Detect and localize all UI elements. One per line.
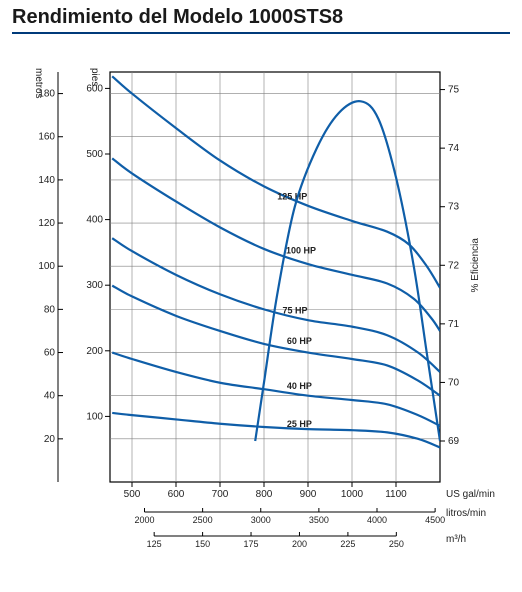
ticklabel-m3h: 225 [340,539,355,549]
axis-label-pies: pies [89,68,100,86]
ticklabel-m3h: 200 [292,539,307,549]
ticklabel-pies: 500 [86,149,103,160]
ticklabel-m3h: 175 [244,539,259,549]
ticklabel-gpm: 500 [124,489,141,500]
ticklabel-metros: 40 [44,391,56,402]
axis-label-m3h: m³/h [446,534,466,545]
hp-curve-label: 100 HP [286,245,316,255]
ticklabel-eff: 74 [448,143,460,154]
ticklabel-m3h: 150 [195,539,210,549]
hp-curve [112,76,440,287]
chart-svg: 125 HP 100 HP 75 HP 60 HP 40 HP 25 HP 20 40 60 80… [0,42,522,582]
title-rule [12,32,510,34]
hp-curve-label: 25 HP [287,419,312,429]
ticklabel-eff: 73 [448,202,460,213]
ticklabel-gpm: 800 [256,489,273,500]
axis-label-metros: metros [33,68,44,99]
ticklabel-gpm: 1000 [341,489,364,500]
ticklabel-metros: 60 [44,348,56,359]
ticklabel-eff: 69 [448,436,460,447]
efficiency-curve [255,101,440,441]
ticklabel-pies: 100 [86,411,103,422]
ticklabel-gpm: 900 [300,489,317,500]
ticklabel-metros: 100 [38,261,55,272]
hp-curve-label: 125 HP [277,191,307,201]
ticklabel-pies: 300 [86,280,103,291]
ticklabel-eff: 70 [448,377,460,388]
hp-curve [112,413,440,448]
ticklabel-eff: 72 [448,260,460,271]
ticklabel-pies: 200 [86,346,103,357]
ticklabel-gpm: 700 [212,489,229,500]
ticklabel-gpm: 600 [168,489,185,500]
ticklabel-lpm: 2500 [193,515,213,525]
page-title: Rendimiento del Modelo 1000STS8 [12,6,343,29]
plot-border [110,72,440,482]
ticklabel-lpm: 2000 [134,515,154,525]
ticklabel-lpm: 3000 [251,515,271,525]
ticklabel-lpm: 3500 [309,515,329,525]
ticklabel-lpm: 4500 [425,515,445,525]
performance-chart: 125 HP 100 HP 75 HP 60 HP 40 HP 25 HP 20 40 60 80… [0,42,522,592]
ticklabel-metros: 160 [38,132,55,143]
axis-label-eff: % Eficiencia [470,238,481,293]
hp-curve [112,353,440,426]
ticklabel-metros: 120 [38,218,55,229]
ticklabel-eff: 75 [448,85,460,96]
ticklabel-gpm: 1100 [385,489,407,500]
axis-label-lpm: litros/min [446,508,486,519]
ticklabel-metros: 20 [44,434,56,445]
ticklabel-metros: 80 [44,304,56,315]
ticklabel-metros: 140 [38,175,55,186]
ticklabel-m3h: 250 [389,539,404,549]
axis-label-gpm: US gal/min [446,489,495,500]
hp-curve-label: 75 HP [282,306,307,316]
ticklabel-pies: 400 [86,215,103,226]
ticklabel-m3h: 125 [147,539,162,549]
hp-curve-label: 60 HP [287,336,312,346]
ticklabel-eff: 71 [448,319,460,330]
ticklabel-lpm: 4000 [367,515,387,525]
hp-curve-label: 40 HP [287,381,312,391]
